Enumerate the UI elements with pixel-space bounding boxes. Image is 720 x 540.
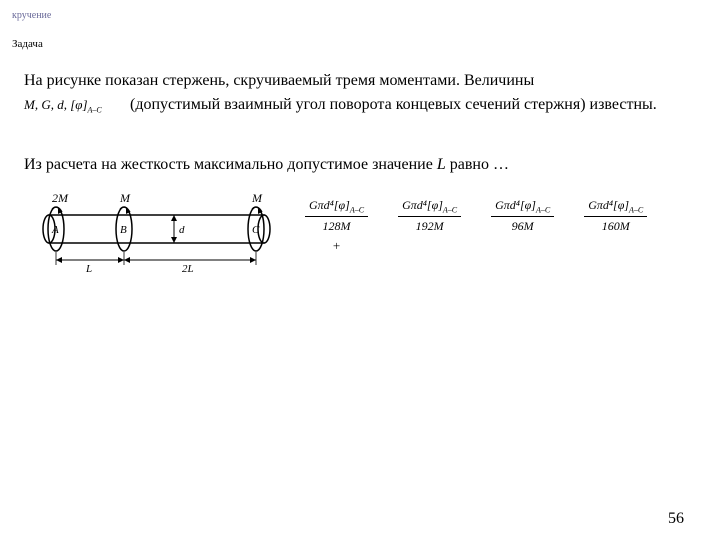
denominator-3: 96M xyxy=(512,217,534,234)
answer-option-1: Gπd⁴[φ]A–C 128M + xyxy=(305,198,368,254)
denominator-4: 160M xyxy=(602,217,630,234)
given-symbols: M, G, d, [φ]A–C xyxy=(24,97,102,115)
page-number: 56 xyxy=(668,510,684,528)
line3-variable: L xyxy=(437,156,446,173)
fraction-1: Gπd⁴[φ]A–C 128M xyxy=(305,198,368,234)
denominator-1: 128M xyxy=(323,217,351,234)
symbols-main: M, G, d, [φ] xyxy=(24,97,88,112)
numerator-2: Gπd⁴[φ]A–C xyxy=(398,198,461,217)
symbols-subscript: A–C xyxy=(88,106,102,115)
fraction-3: Gπd⁴[φ]A–C 96M xyxy=(491,198,554,234)
line3-pre: Из расчета на жесткость максимально допу… xyxy=(24,156,437,173)
shaft-diagram: 2M M M A B C d L 2L xyxy=(24,190,294,285)
problem-text-line3: Из расчета на жесткость максимально допу… xyxy=(24,156,720,174)
diameter-label: d xyxy=(179,224,185,236)
moment-a-label: 2M xyxy=(52,191,69,205)
correct-mark: + xyxy=(333,238,340,254)
line3-post: равно … xyxy=(446,156,509,173)
problem-text-line1: На рисунке показан стержень, скручиваемы… xyxy=(24,70,720,92)
section-c: C xyxy=(252,224,260,236)
moment-c-label: M xyxy=(251,191,263,205)
answer-option-4: Gπd⁴[φ]A–C 160M xyxy=(584,198,647,254)
denominator-2: 192M xyxy=(416,217,444,234)
task-label: Задача xyxy=(12,38,43,50)
length-2L: 2L xyxy=(182,263,194,275)
answer-option-2: Gπd⁴[φ]A–C 192M xyxy=(398,198,461,254)
numerator-1: Gπd⁴[φ]A–C xyxy=(305,198,368,217)
length-L: L xyxy=(85,263,92,275)
answer-option-3: Gπd⁴[φ]A–C 96M xyxy=(491,198,554,254)
fraction-4: Gπd⁴[φ]A–C 160M xyxy=(584,198,647,234)
problem-text-line2: (допустимый взаимный угол поворота конце… xyxy=(130,94,710,116)
topic-label: кручение xyxy=(12,10,51,21)
numerator-3: Gπd⁴[φ]A–C xyxy=(491,198,554,217)
moment-b-label: M xyxy=(119,191,131,205)
section-a: A xyxy=(51,224,59,236)
fraction-2: Gπd⁴[φ]A–C 192M xyxy=(398,198,461,234)
section-b: B xyxy=(120,224,127,236)
numerator-4: Gπd⁴[φ]A–C xyxy=(584,198,647,217)
answer-options: Gπd⁴[φ]A–C 128M + Gπd⁴[φ]A–C 192M Gπd⁴[φ… xyxy=(305,198,647,254)
